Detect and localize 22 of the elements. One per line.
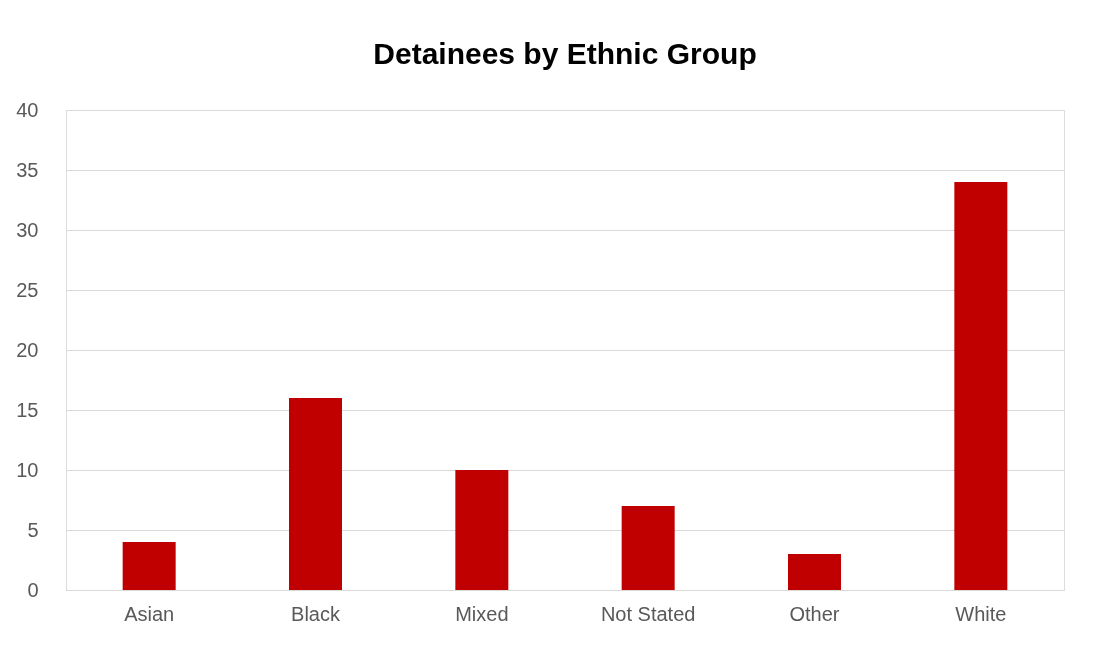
y-tick-label: 0 (27, 578, 39, 601)
y-tick-label: 30 (16, 218, 39, 241)
y-tick-label: 10 (16, 458, 39, 481)
bar (122, 542, 176, 590)
y-tick-label: 35 (16, 158, 39, 181)
y-tick-label: 40 (16, 98, 39, 121)
x-tick-label: Mixed (455, 602, 509, 625)
x-tick-label: White (955, 602, 1007, 625)
bar (954, 182, 1008, 590)
chart-title: Detainees by Ethnic Group (373, 37, 757, 70)
x-tick-label: Asian (124, 602, 175, 625)
bar (455, 470, 509, 590)
x-tick-label: Not Stated (600, 602, 696, 625)
y-tick-label: 20 (16, 338, 39, 361)
bar (788, 554, 841, 590)
x-tick-label: Black (291, 602, 341, 625)
x-tick-label: Other (789, 602, 840, 625)
y-tick-label: 5 (27, 518, 39, 541)
y-tick-label: 25 (16, 278, 39, 301)
bar (289, 398, 342, 590)
y-tick-label: 15 (16, 398, 39, 421)
bar (621, 506, 675, 590)
